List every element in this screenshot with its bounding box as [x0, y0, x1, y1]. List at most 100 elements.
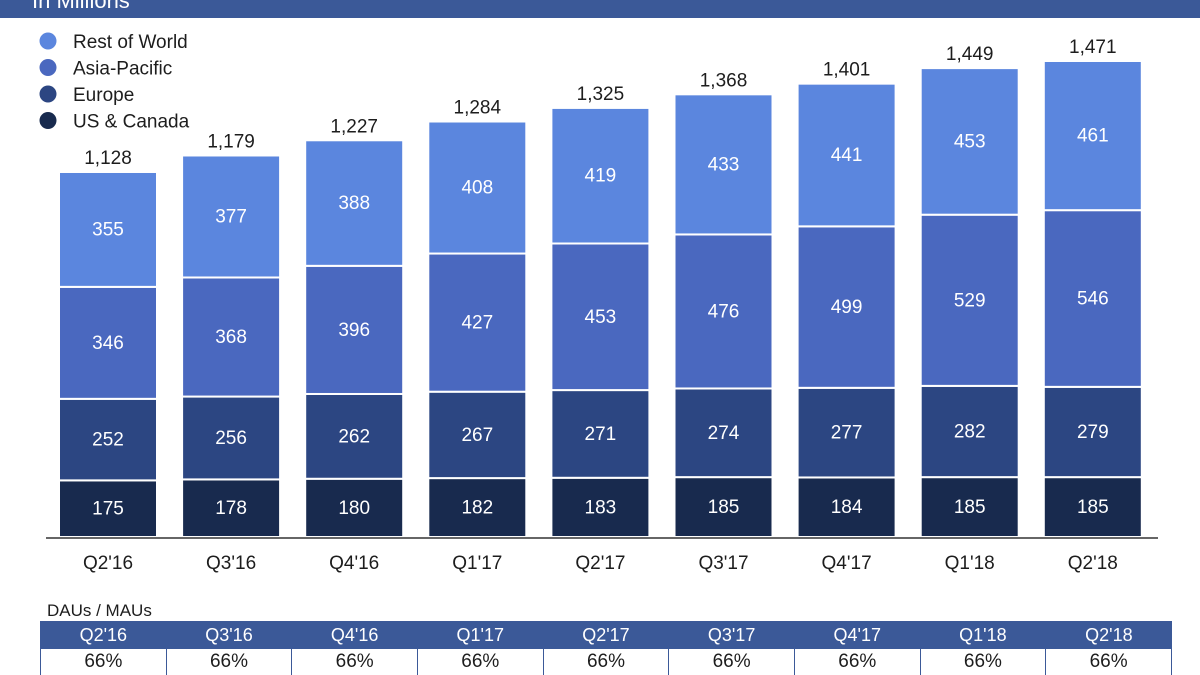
table-header-cell: Q3'17 — [668, 621, 795, 649]
table-cell: 66% — [165, 649, 293, 675]
total-label: 1,325 — [577, 84, 625, 105]
bar-segment-asia-pacific — [796, 225, 897, 389]
bar-segment-us-canada — [427, 477, 528, 538]
legend-marker-rest-of-world — [39, 32, 57, 50]
data-label-asia-pacific: 346 — [92, 333, 124, 354]
data-label-us-canada: 175 — [92, 499, 124, 520]
data-label-europe: 252 — [92, 430, 124, 451]
bar-segment-asia-pacific — [427, 252, 528, 393]
data-label-us-canada: 185 — [1077, 497, 1109, 518]
bar-segment-rest-of-world — [919, 67, 1020, 216]
x-tick-label: Q1'18 — [945, 553, 995, 574]
bar-segment-europe — [919, 384, 1020, 479]
total-label: 1,227 — [330, 116, 378, 137]
x-tick-label: Q4'16 — [329, 553, 379, 574]
bar-segment-rest-of-world — [304, 139, 405, 267]
table-cell: 66% — [668, 649, 795, 675]
table-cell: 66% — [542, 649, 670, 675]
bar-segment-asia-pacific — [1042, 209, 1143, 388]
data-label-europe: 256 — [215, 428, 247, 449]
table-cell: 66% — [291, 649, 418, 675]
bar-segment-asia-pacific — [673, 233, 774, 390]
bar-segment-asia-pacific — [550, 242, 651, 392]
table-header-cell: Q2'18 — [1045, 621, 1172, 649]
table-header-row: Q2'16 Q3'16 Q4'16 Q1'17 Q2'17 Q3'17 Q4'17 Q1'18… — [40, 621, 1172, 649]
data-label-europe: 274 — [708, 423, 740, 444]
data-label-us-canada: 180 — [338, 498, 370, 519]
chart-subtitle: In Millions — [32, 0, 130, 13]
legend-label-europe: Europe — [73, 85, 134, 106]
bar-segment-rest-of-world — [550, 106, 651, 245]
data-label-rest-of-world: 419 — [585, 166, 617, 187]
data-label-us-canada: 183 — [585, 497, 617, 518]
total-label: 1,368 — [700, 70, 748, 91]
total-label: 1,471 — [1069, 37, 1117, 58]
table-cell: 66% — [40, 649, 167, 675]
bar-segment-asia-pacific — [181, 276, 282, 398]
table-header-cell: Q4'17 — [793, 621, 921, 649]
total-label: 1,128 — [84, 148, 132, 169]
total-label: 1,179 — [207, 131, 255, 152]
table-cell: 66% — [919, 649, 1047, 675]
bar-segment-europe — [796, 386, 897, 479]
legend-label-rest-of-world: Rest of World — [73, 32, 188, 53]
bar-segment-us-canada — [304, 477, 405, 538]
data-label-asia-pacific: 529 — [954, 290, 986, 311]
legend-label-asia-pacific: Asia-Pacific — [73, 59, 172, 80]
data-label-asia-pacific: 546 — [1077, 289, 1109, 310]
table-header-cell: Q3'16 — [165, 621, 292, 649]
data-label-rest-of-world: 408 — [461, 178, 493, 199]
bar-segment-us-canada — [796, 476, 897, 539]
data-label-rest-of-world: 441 — [831, 145, 863, 166]
table-cell: 66% — [1045, 649, 1172, 675]
data-label-us-canada: 185 — [954, 497, 986, 518]
total-label: 1,401 — [823, 60, 871, 81]
data-label-europe: 279 — [1077, 422, 1109, 443]
header-band: In Millions — [0, 0, 1200, 18]
legend-label-us-canada: US & Canada — [73, 112, 190, 133]
data-label-us-canada: 182 — [461, 498, 493, 519]
data-label-europe: 262 — [338, 426, 370, 447]
bar-segment-rest-of-world — [427, 120, 528, 255]
data-label-rest-of-world: 377 — [215, 207, 247, 228]
table-header-cell: Q1'18 — [919, 621, 1046, 649]
table-header-cell: Q1'17 — [416, 621, 544, 649]
bar-segment-europe — [58, 397, 158, 482]
table-title: DAUs / MAUs — [47, 601, 152, 620]
data-label-rest-of-world: 453 — [954, 131, 986, 152]
x-tick-label: Q3'17 — [698, 553, 748, 574]
total-label: 1,284 — [454, 98, 502, 119]
table-cell: 66% — [793, 649, 921, 675]
data-label-us-canada: 184 — [831, 497, 863, 518]
legend-marker-europe — [39, 85, 57, 103]
x-tick-label: Q1'17 — [452, 553, 502, 574]
bar-segment-us-canada — [919, 476, 1020, 538]
data-label-rest-of-world: 355 — [92, 219, 124, 240]
data-label-asia-pacific: 427 — [461, 313, 493, 334]
dau-mau-table: Q2'16 Q3'16 Q4'16 Q1'17 Q2'17 Q3'17 Q4'17 Q1'18… — [40, 621, 1172, 675]
x-tick-label: Q2'16 — [83, 553, 133, 574]
data-label-rest-of-world: 461 — [1077, 126, 1109, 147]
table-row: 66% 66% 66% 66% 66% 66% 66% 66% 66% — [40, 649, 1172, 675]
data-label-asia-pacific: 396 — [338, 320, 370, 341]
x-tick-label: Q2'17 — [575, 553, 625, 574]
total-label: 1,449 — [946, 44, 994, 65]
data-label-rest-of-world: 388 — [338, 193, 370, 214]
data-label-europe: 282 — [954, 422, 986, 443]
bar-segment-rest-of-world — [673, 93, 774, 236]
bar-segment-us-canada — [1042, 476, 1143, 538]
bar-segment-rest-of-world — [58, 170, 158, 288]
x-tick-label: Q4'17 — [822, 553, 872, 574]
legend-marker-asia-pacific — [39, 59, 57, 76]
bar-segment-rest-of-world — [796, 82, 897, 228]
bar-segment-europe — [1042, 385, 1143, 479]
x-tick-label: Q2'18 — [1068, 553, 1118, 574]
table-cell: 66% — [416, 649, 544, 675]
stacked-bar-chart: 175 252 346 355 1,128 Q2'16 178 256 368 377 1,179 Q… — [39, 32, 1158, 574]
bar-segment-us-canada — [58, 479, 158, 538]
bar-segment-europe — [304, 392, 405, 480]
data-label-europe: 277 — [831, 423, 863, 444]
data-label-asia-pacific: 368 — [215, 327, 247, 348]
data-label-asia-pacific: 453 — [585, 307, 617, 328]
bar-segment-us-canada — [673, 476, 774, 538]
